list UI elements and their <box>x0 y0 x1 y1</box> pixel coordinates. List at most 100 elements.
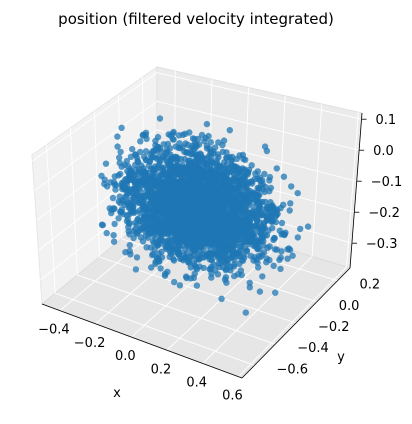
scatter-point <box>187 195 194 203</box>
scatter-point <box>226 195 233 203</box>
scatter-point <box>259 186 267 193</box>
scatter-point <box>240 155 247 163</box>
scatter-point <box>226 228 233 235</box>
scatter-point <box>261 143 269 150</box>
scatter-point <box>218 247 226 254</box>
scatter-point <box>174 247 182 254</box>
scatter-point <box>204 191 211 198</box>
scatter-point <box>103 229 110 237</box>
scatter-point <box>136 207 143 214</box>
scatter-point <box>277 265 284 273</box>
scatter-point <box>218 295 225 302</box>
z-tick-label: −0.1 <box>371 175 403 190</box>
scatter-point <box>241 166 248 173</box>
scatter-point <box>142 183 149 190</box>
scatter-point <box>254 217 261 225</box>
scatter-point <box>257 231 265 238</box>
scatter-point <box>116 154 123 161</box>
x-tick-label: 0.4 <box>186 375 207 390</box>
scatter-point <box>230 263 238 270</box>
scatter-point <box>212 144 219 151</box>
scatter-point <box>127 251 134 258</box>
scatter-point <box>118 208 125 215</box>
scatter-point <box>272 289 279 296</box>
scatter-point <box>288 183 295 190</box>
scatter-point <box>143 210 151 217</box>
scatter-point <box>148 264 155 271</box>
scatter-point <box>137 138 144 145</box>
scatter-point <box>133 221 140 228</box>
scatter-point <box>223 246 231 254</box>
scatter-point <box>123 157 130 165</box>
scatter-point <box>205 174 212 181</box>
scatter-point <box>163 158 171 165</box>
scatter-point <box>238 257 245 264</box>
scatter-point <box>140 167 147 174</box>
scatter-point <box>129 200 136 207</box>
scatter-point <box>258 225 266 232</box>
grid-floor-y-0 <box>55 292 255 366</box>
scatter-point <box>278 248 285 255</box>
scatter-point <box>115 215 122 222</box>
scatter-point <box>258 251 266 258</box>
scatter-point <box>221 159 228 166</box>
grid-back-x-4 <box>311 103 323 257</box>
scatter-point <box>157 181 165 189</box>
scatter-point <box>173 182 180 189</box>
scatter-point <box>168 192 175 199</box>
scatter-point <box>189 135 197 142</box>
scatter-point <box>155 162 162 169</box>
scatter-point <box>208 199 215 207</box>
scatter-point <box>196 196 203 204</box>
scatter-point <box>259 273 266 280</box>
scatter-point <box>202 168 209 175</box>
scatter-point <box>135 228 142 235</box>
scatter-point <box>170 136 177 143</box>
z-tick-label: −0.2 <box>368 206 400 221</box>
scatter-point <box>256 288 264 295</box>
scatter-point <box>168 247 175 254</box>
scatter-point <box>148 154 155 161</box>
scatter-point <box>173 233 180 240</box>
scatter-point <box>134 175 141 183</box>
scatter-point <box>208 274 215 281</box>
scatter-point <box>265 227 272 234</box>
scatter-point <box>190 234 197 241</box>
scatter-point <box>111 220 118 228</box>
scatter-point <box>163 172 170 179</box>
scatter-point <box>181 155 188 163</box>
scatter-point <box>236 166 243 173</box>
scatter-point <box>106 205 113 212</box>
scatter-point <box>210 178 218 185</box>
scatter-point <box>126 231 133 238</box>
scatter-point <box>203 120 211 128</box>
grid-back-x-5 <box>346 112 359 267</box>
scatter-point <box>172 143 179 150</box>
scatter-point <box>152 258 159 265</box>
scatter-point <box>157 265 164 272</box>
scatter-point <box>165 131 172 138</box>
scatter-point <box>278 219 286 227</box>
scatter-point <box>148 184 155 191</box>
scatter-point <box>147 229 155 237</box>
scatter-point <box>181 255 189 262</box>
scatter-point <box>253 208 260 215</box>
scatter-point <box>163 146 170 153</box>
scatter-point <box>123 212 130 219</box>
scatter-point <box>191 173 199 180</box>
scatter-point <box>215 154 222 161</box>
scatter-point <box>243 248 250 255</box>
scatter-point <box>212 251 220 259</box>
scatter-point <box>207 139 214 146</box>
scatter-point <box>216 226 223 233</box>
scatter-point <box>234 227 241 234</box>
scatter-point <box>205 153 212 160</box>
y-axis-line <box>241 267 351 379</box>
z-axis-line <box>349 112 363 269</box>
scatter-point <box>220 170 227 177</box>
scatter-point <box>221 276 229 283</box>
scatter-point <box>195 211 203 219</box>
y-tick-label: −0.4 <box>297 341 329 356</box>
grid-z-2 <box>36 129 357 221</box>
scatter-point <box>197 237 204 245</box>
